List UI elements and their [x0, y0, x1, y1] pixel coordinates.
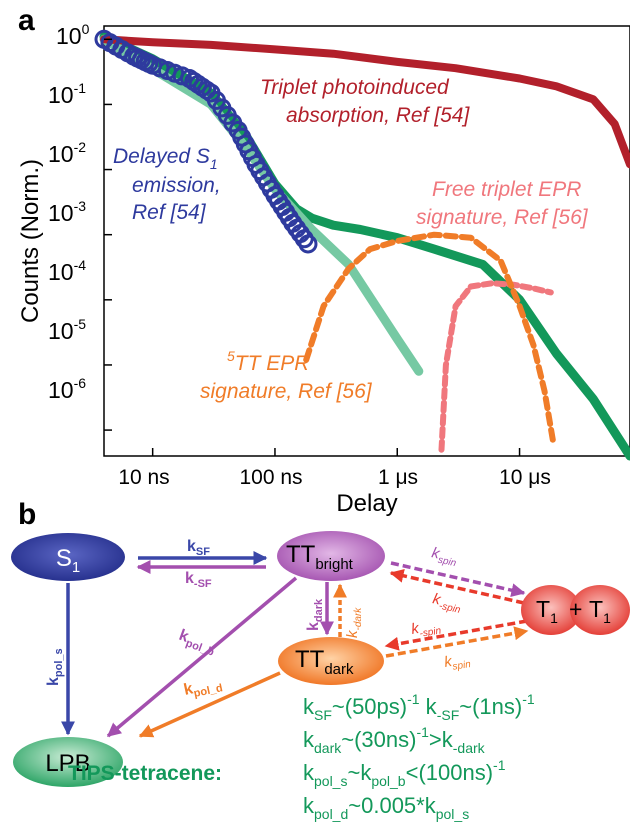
node-t1-b-label: T1: [589, 596, 611, 626]
y-tick-label: 10-5: [48, 316, 86, 344]
equation-1: kSF~(50ps)-1 k-SF~(1ns)-1: [303, 691, 535, 723]
rate-labels-italic: k-dark kspin k-spin k-spin kspin: [344, 544, 472, 674]
rate-kpol-d: kpol_d: [182, 674, 224, 702]
annotations: Triplet photoinduced absorption, Ref [54…: [113, 76, 589, 403]
data-point: [298, 234, 318, 254]
rate-k-minus-dark: k-dark: [344, 607, 364, 638]
node-lpb-shape: [13, 737, 123, 787]
rate-kspin-2: kspin: [443, 650, 472, 674]
y-tick-label: 10-2: [48, 139, 86, 167]
rate-kpol-b: kpol_b: [176, 627, 219, 659]
node-tt-dark-shape: [278, 637, 384, 685]
annotation-triplet-pia: Triplet photoinduced: [260, 76, 450, 99]
annotation-5tt-epr: signature, Ref [56]: [200, 380, 373, 403]
panel-b-label: b: [18, 498, 36, 531]
node-tt-bright-shape: [277, 531, 385, 581]
annotation-delayed-s1: Delayed S1: [113, 145, 218, 172]
y-tick-labels: 100 10-1 10-2 10-3 10-4 10-5 10-6: [48, 21, 90, 403]
x-tick-labels: 10 ns 100 ns 1 μs 10 μs: [118, 466, 551, 489]
x-tick-label: 10 μs: [499, 466, 551, 489]
rate-equations: kSF~(50ps)-1 k-SF~(1ns)-1 kdark~(30ns)-1…: [303, 691, 535, 822]
rate-k-minus-spin-2: k-spin: [410, 617, 442, 641]
material-label: TIPS-tetracene:: [68, 762, 222, 785]
series-5tt-epr: [303, 231, 557, 448]
node-t1-a-shape: [521, 585, 581, 635]
plot-frame: [103, 25, 630, 457]
rate-k-minus-spin-1: k-spin: [431, 590, 464, 616]
y-tick-label: 100: [56, 21, 90, 49]
arrow-kpol-d: [138, 671, 281, 738]
rate-kpol-s: kpol_s: [45, 648, 65, 686]
annotation-free-epr: signature, Ref [56]: [416, 206, 589, 229]
rate-k-minus-sf: k-SF: [185, 570, 212, 590]
series-layer: [94, 29, 630, 461]
arrow-k-minus-spin-1: [389, 568, 525, 605]
rate-ksf: kSF: [187, 538, 210, 558]
x-tick-label: 100 ns: [239, 466, 302, 489]
annotation-delayed-s1: Ref [54]: [132, 201, 207, 224]
node-s1-shape: [11, 533, 125, 581]
equation-3: kpol_s~kpol_b<(100ns)-1: [303, 757, 506, 789]
node-tt-dark: TTdark: [278, 637, 384, 685]
node-tt-bright: TTbright: [277, 531, 385, 581]
annotation-free-epr: Free triplet EPR: [432, 178, 581, 201]
panel-a-label: a: [18, 4, 35, 37]
x-axis-label: Delay: [336, 490, 397, 517]
arrows: [61, 551, 529, 738]
y-axis-label: Counts (Norm.): [17, 159, 44, 323]
annotation-5tt-epr: 5TT EPR: [227, 348, 309, 375]
node-s1-label: S1: [56, 545, 80, 576]
node-t1-b-shape: [570, 585, 630, 635]
y-tick-label: 10-6: [48, 375, 86, 403]
rate-kdark: kdark: [305, 598, 325, 631]
annotation-delayed-s1: emission,: [132, 174, 221, 197]
node-tt-dark-label: TTdark: [295, 646, 354, 678]
series-delayed-s1-emission: [94, 29, 318, 254]
y-tick-label: 10-3: [48, 198, 86, 226]
series-triplet-pia: [100, 35, 630, 169]
x-tick-label: 1 μs: [378, 466, 418, 489]
equation-2: kdark~(30ns)-1>k-dark: [303, 724, 486, 756]
node-lpb-label: LPB: [45, 750, 90, 777]
x-tick-label: 10 ns: [118, 466, 169, 489]
equation-4: kpol_d~0.005*kpol_s: [303, 793, 469, 822]
axis-layer: [104, 38, 521, 456]
rate-labels: kSF k-SF kpol_s kpol_b kdark kpol_d: [45, 538, 325, 702]
series-free-triplet-epr: [438, 280, 554, 453]
node-tt-bright-label: TTbright: [286, 541, 354, 573]
annotation-triplet-pia: absorption, Ref [54]: [286, 104, 470, 127]
node-plus-label: +: [569, 596, 582, 622]
y-tick-label: 10-1: [48, 80, 86, 108]
arrow-kspin-1: [390, 561, 526, 598]
node-lpb: LPB: [13, 737, 123, 787]
plot-area: [94, 25, 630, 461]
node-s1: S1: [11, 533, 125, 581]
node-t1-pair: T1 + T1: [521, 585, 630, 635]
rate-kspin-1: kspin: [430, 544, 460, 569]
arrow-kpol-b: [106, 576, 298, 738]
node-t1-a-label: T1: [536, 596, 558, 626]
y-tick-label: 10-4: [48, 257, 86, 285]
